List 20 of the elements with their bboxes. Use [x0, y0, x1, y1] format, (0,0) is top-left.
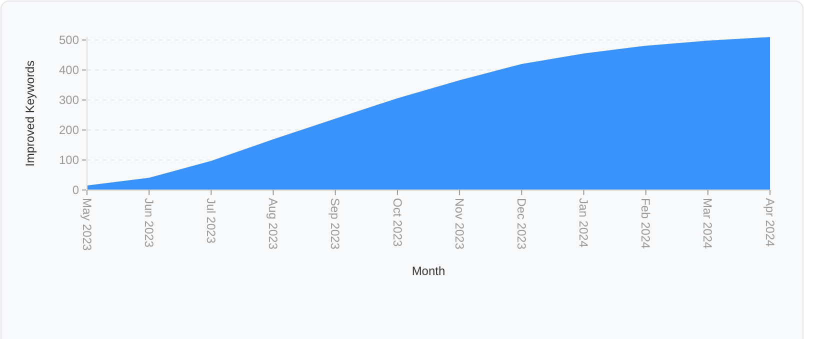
x-tick-label: Jul 2023	[204, 198, 218, 244]
x-tick-label: Feb 2024	[638, 198, 653, 250]
x-tick-label: May 2023	[80, 198, 94, 252]
y-tick-label: 400	[58, 63, 80, 78]
x-tick-label: Dec 2023	[514, 198, 528, 250]
x-tick-label: Sep 2023	[328, 198, 342, 250]
x-tick-label: Jan 2024	[576, 198, 591, 248]
x-tick-label: Mar 2024	[700, 198, 715, 250]
x-axis-title: Month	[412, 264, 446, 278]
y-tick-label: 100	[58, 153, 80, 168]
y-axis-title: Improved Keywords	[23, 60, 37, 167]
y-tick-label: 200	[58, 123, 80, 138]
y-tick-label: 500	[58, 33, 80, 48]
y-tick-label: 300	[58, 93, 80, 108]
x-tick-label: Aug 2023	[266, 198, 280, 250]
x-tick-label: Oct 2023	[390, 198, 404, 248]
x-tick-label: Nov 2023	[452, 198, 466, 250]
x-tick-label: Apr 2024	[762, 198, 777, 248]
y-tick-label: 0	[72, 183, 80, 198]
x-tick-label: Jun 2023	[142, 198, 156, 248]
